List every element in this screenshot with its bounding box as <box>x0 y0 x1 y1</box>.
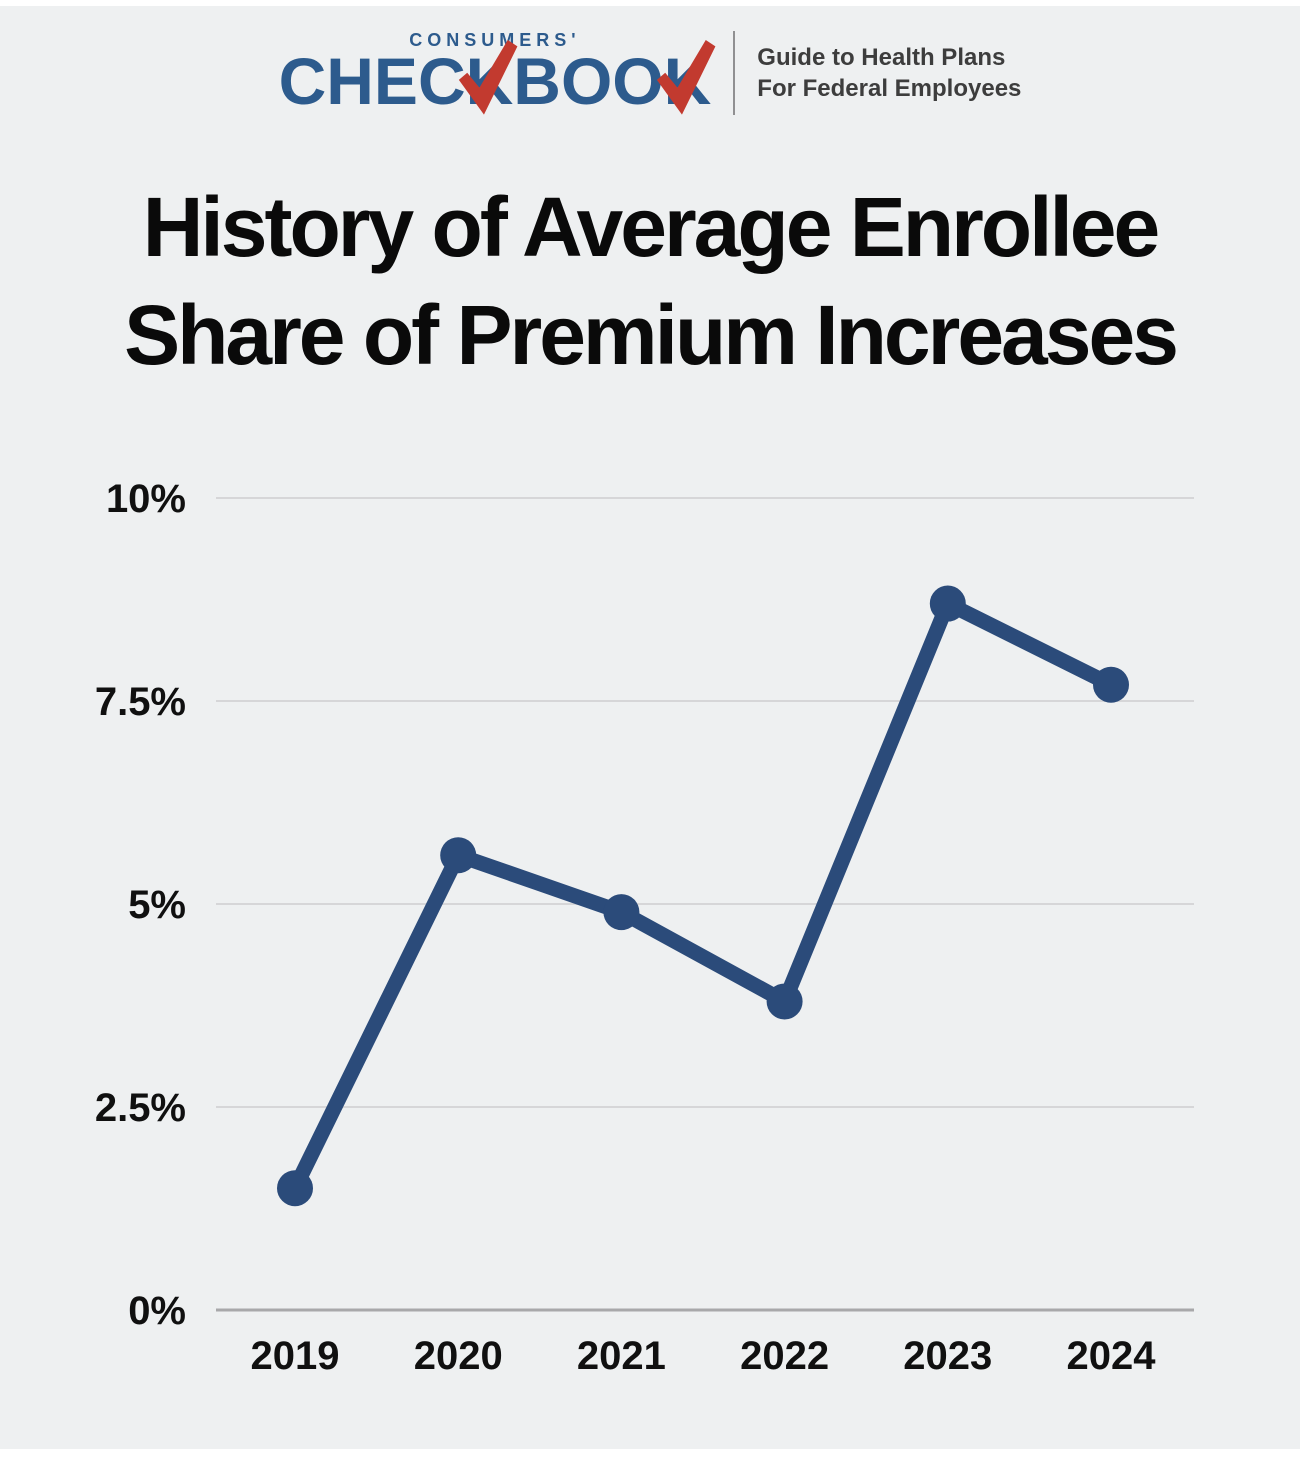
tagline-line1: Guide to Health Plans <box>757 43 1006 71</box>
data-point-2020 <box>440 837 477 874</box>
logo: CONSUMERS' CHECK BOOK Guide to Health Pl… <box>0 30 1300 116</box>
y-tick-label-0%: 0% <box>128 1289 186 1333</box>
x-tick-label-2022: 2022 <box>740 1334 829 1378</box>
data-point-2024 <box>1093 666 1129 703</box>
line-chart: 0% 2.5% 5% 7.5% 10% 2019 2020 2021 2022 2023 2024 <box>95 477 1194 1378</box>
series-line <box>287 596 1119 1196</box>
x-tick-label-2023: 2023 <box>903 1334 992 1378</box>
y-tick-label-10%: 10% <box>106 477 186 521</box>
consumers-text: CONSUMERS' <box>409 30 581 50</box>
x-tick-label-2024: 2024 <box>1067 1334 1157 1378</box>
logo-tagline: Guide to Health Plans For Federal Employ… <box>757 42 1021 104</box>
tagline-line2: For Federal Employees <box>757 75 1022 103</box>
page-background: CONSUMERS' CHECK BOOK Guide to Health Pl… <box>0 6 1300 1449</box>
checkbook-seg2: BOO <box>513 44 664 118</box>
checkbook-text: CHECK BOOK <box>278 40 716 118</box>
data-point-2022 <box>766 983 803 1020</box>
y-tick-label-5%: 5% <box>128 883 186 927</box>
checkbook-seg1: CHEC <box>278 44 466 118</box>
data-point-2023 <box>929 585 966 622</box>
y-tick-label-2.5%: 2.5% <box>95 1086 186 1130</box>
data-point-2019 <box>277 1170 313 1207</box>
y-tick-label-7.5%: 7.5% <box>95 680 186 724</box>
data-point-2021 <box>603 894 640 931</box>
page-title: History of Average Enrollee Share of Pre… <box>0 174 1300 389</box>
title-line2: Share of Premium Increases <box>124 287 1179 382</box>
checkbook-wordmark: CONSUMERS' CHECK BOOK <box>278 30 716 118</box>
x-tick-label-2021: 2021 <box>577 1334 666 1378</box>
x-tick-label-2019: 2019 <box>251 1334 340 1378</box>
x-tick-label-2020: 2020 <box>414 1334 503 1378</box>
title-line1: History of Average Enrollee <box>142 180 1160 274</box>
logo-divider <box>733 31 736 116</box>
